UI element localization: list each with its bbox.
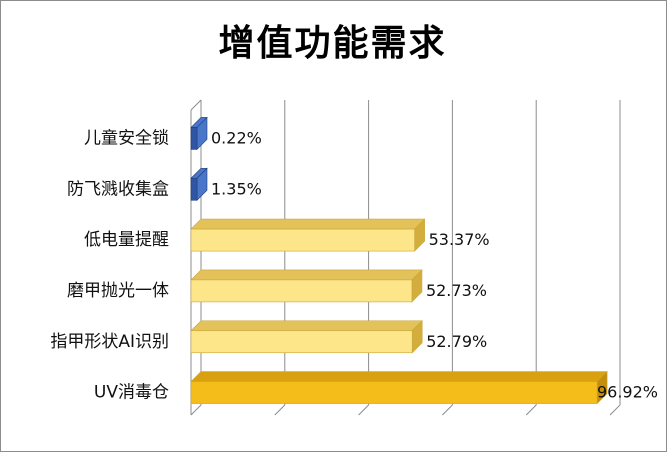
category-label: 儿童安全锁 <box>84 128 169 148</box>
bar <box>190 279 413 303</box>
bar-top <box>190 320 423 332</box>
gridlines <box>190 99 621 416</box>
gridline-floor <box>358 404 369 416</box>
labels: 儿童安全锁 0.22% 防飞溅收集盒 1.35% 低电量提醒 53.37% 磨甲抛光一体 52… <box>50 128 658 402</box>
bar <box>190 381 598 404</box>
category-label: 防飞溅收集盒 <box>67 179 169 199</box>
axis-depth-line <box>190 99 202 111</box>
value-label: 96.92% <box>597 383 658 402</box>
bar-top <box>190 269 423 281</box>
gridline-floor <box>525 404 537 416</box>
value-label: 53.37% <box>429 230 490 249</box>
gridline-floor <box>609 404 621 416</box>
category-label: 低电量提醒 <box>84 230 169 250</box>
value-label: 52.79% <box>426 332 487 351</box>
bar <box>190 228 415 252</box>
category-label: UV消毒仓 <box>94 383 169 403</box>
bar <box>190 177 198 201</box>
bar-top <box>190 371 608 382</box>
gridline-floor <box>274 404 286 416</box>
chart-title: 增值功能需求 <box>218 23 447 64</box>
value-label: 1.35% <box>211 179 262 198</box>
value-label: 0.22% <box>211 128 262 147</box>
bars <box>190 116 608 405</box>
gridline-floor <box>190 404 202 416</box>
bar <box>190 330 413 354</box>
gridline-floor <box>442 404 453 416</box>
category-label: 磨甲抛光一体 <box>67 281 169 301</box>
category-label: 指甲形状AI识别 <box>50 332 169 352</box>
bar-top <box>190 218 426 230</box>
bar <box>190 127 198 150</box>
value-label: 52.73% <box>426 281 487 300</box>
